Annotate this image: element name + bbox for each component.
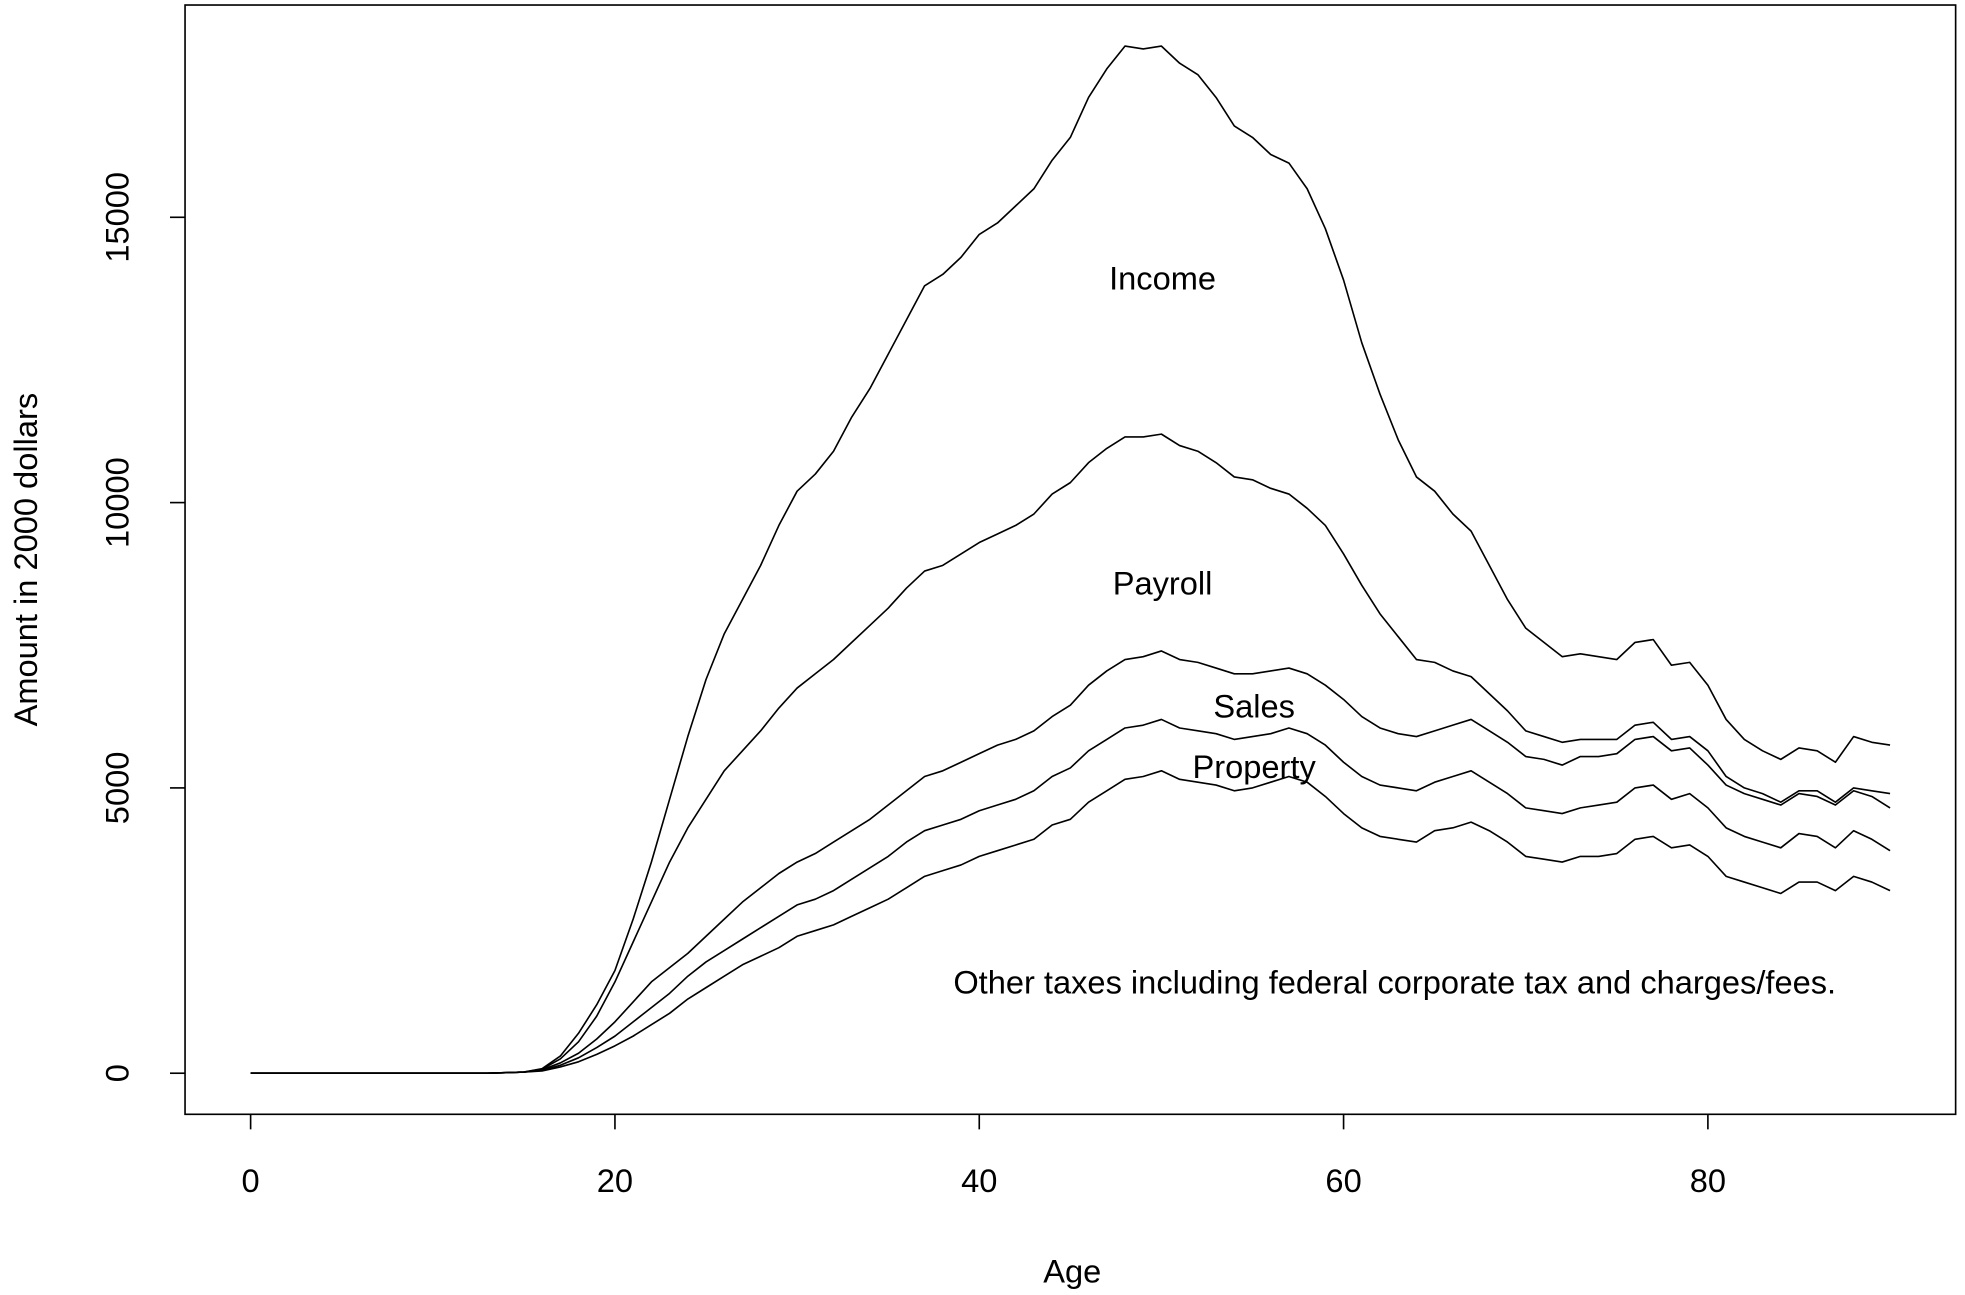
plot-frame xyxy=(184,4,1957,1116)
series-line xyxy=(250,45,1891,1075)
y-tick-label: 5000 xyxy=(98,752,135,825)
y-axis-label: Amount in 2000 dollars xyxy=(7,393,44,727)
x-axis-label: Age xyxy=(1043,1252,1101,1289)
y-tick-label: 15000 xyxy=(98,172,135,263)
annotation: Sales xyxy=(1213,688,1295,725)
x-tick-label: 80 xyxy=(1690,1162,1726,1199)
annotation: Property xyxy=(1193,748,1317,785)
x-tick-label: 0 xyxy=(242,1162,260,1199)
annotation: Income xyxy=(1109,260,1216,297)
annotation: Payroll xyxy=(1113,565,1213,602)
x-tick-label: 40 xyxy=(961,1162,997,1199)
x-tick-label: 60 xyxy=(1325,1162,1361,1199)
series-line xyxy=(250,769,1891,1075)
annotation: Other taxes including federal corporate … xyxy=(953,964,1836,1001)
x-tick-label: 20 xyxy=(597,1162,633,1199)
y-tick-label: 0 xyxy=(98,1064,135,1082)
series-line xyxy=(250,650,1891,1075)
y-tick-label: 10000 xyxy=(98,457,135,548)
series-line xyxy=(250,718,1891,1075)
